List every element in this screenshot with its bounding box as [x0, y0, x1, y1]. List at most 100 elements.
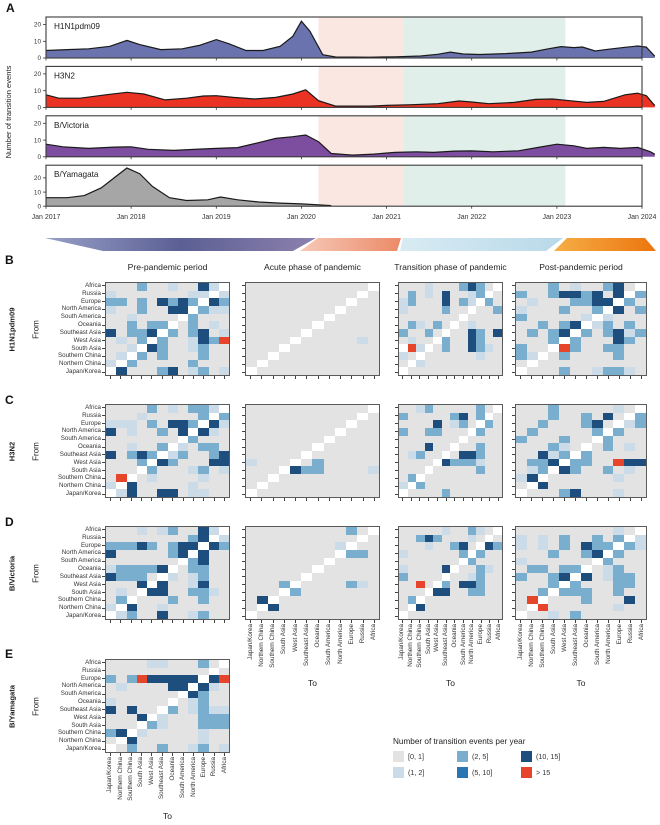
heatmap-cell	[208, 527, 219, 535]
heatmap-cell	[208, 298, 219, 306]
heatmap-cell	[493, 313, 502, 322]
heatmap-cell	[537, 405, 549, 413]
heatmap-cell	[334, 321, 346, 329]
heatmap-cell	[257, 336, 269, 345]
heatmap-cell	[602, 367, 614, 375]
panel-letter-B: B	[5, 253, 14, 267]
heatmap-cell	[198, 359, 209, 368]
heatmap-cell	[526, 572, 538, 581]
heatmap-cell	[467, 298, 477, 306]
heatmap-cell	[279, 557, 291, 566]
heatmap-cell	[345, 527, 357, 535]
heatmap-cell	[136, 705, 147, 714]
heatmap-cell	[591, 359, 603, 368]
heatmap-cell	[613, 565, 625, 573]
heatmap-cell	[367, 611, 379, 619]
heatmap-cell	[399, 549, 408, 558]
heatmap-cell	[580, 572, 592, 581]
heatmap-cell	[516, 595, 527, 604]
heatmap-cell	[433, 549, 442, 558]
heatmap-cell	[198, 405, 209, 413]
heatmap-cell	[416, 527, 425, 535]
heatmap-cell	[177, 473, 188, 482]
heatmap-cell	[198, 603, 209, 612]
heatmap-cell	[484, 588, 494, 596]
heatmap-cell	[312, 572, 324, 581]
subplot-border	[45, 115, 643, 158]
heatmap-cell	[147, 534, 158, 543]
heatmap-cell	[218, 698, 229, 706]
heatmap-cell	[323, 603, 335, 612]
heatmap-cell	[301, 580, 313, 589]
x-ticks-B-1	[245, 376, 380, 379]
heatmap-cell	[257, 565, 269, 573]
heatmap-cell	[367, 466, 379, 474]
heatmap-cell	[198, 580, 209, 589]
col-label: South Asia	[137, 757, 145, 788]
heatmap-cell	[407, 443, 417, 451]
heatmap-cell	[459, 443, 468, 451]
heatmap-cell	[516, 305, 527, 314]
heatmap-cell	[268, 328, 280, 337]
heatmap-cell	[198, 344, 209, 352]
heatmap-cell	[399, 611, 408, 619]
heatmap-cell	[106, 728, 117, 737]
heatmap-cell	[591, 481, 603, 490]
heatmap-cell	[635, 435, 646, 444]
heatmap-cell	[323, 611, 335, 619]
heatmap-cell	[450, 420, 460, 428]
heatmap-cell	[218, 713, 229, 722]
heatmap-cell	[516, 290, 527, 299]
heatmap-cell	[526, 527, 538, 535]
heatmap-cell	[208, 466, 219, 474]
heatmap-cell	[147, 595, 158, 604]
heatmap-cell	[198, 328, 209, 337]
heatmap-cell	[356, 321, 368, 329]
heatmap-cell	[177, 427, 188, 436]
heatmap-cell	[147, 744, 158, 752]
heatmap-cell	[526, 435, 538, 444]
heatmap-cell	[516, 298, 527, 306]
row-label: Northern China	[59, 604, 101, 612]
strain-label-0: H1N1pdm09	[54, 22, 100, 31]
heatmap-cell	[279, 481, 291, 490]
heatmap-cell	[399, 435, 408, 444]
heatmap-cell	[580, 313, 592, 322]
heatmap-cell	[602, 473, 614, 482]
y-ticks-C-3	[511, 404, 515, 498]
heatmap-cell	[367, 542, 379, 550]
heatmap-cell	[441, 351, 451, 360]
heatmap-cell	[257, 473, 269, 482]
heatmap-cell	[246, 458, 258, 467]
heatmap-cell	[441, 527, 451, 535]
heatmap-cell	[345, 481, 357, 490]
heatmap-cell	[106, 698, 117, 706]
heatmap-cell	[559, 321, 571, 329]
heatmap-cell	[188, 698, 199, 706]
heatmap-cell	[356, 473, 368, 482]
heatmap-cell	[526, 473, 538, 482]
heatmap-cell	[516, 344, 527, 352]
heatmap-cell	[257, 290, 269, 299]
heatmap-cell	[516, 450, 527, 459]
col-label: North America	[468, 624, 476, 664]
heatmap-cell	[334, 588, 346, 596]
heatmap-cell	[591, 450, 603, 459]
heatmap-cell	[459, 283, 468, 291]
heatmap-cell	[356, 603, 368, 612]
heatmap-cell	[198, 481, 209, 490]
heatmap-cell	[323, 595, 335, 604]
heatmap-cell	[433, 458, 442, 467]
heatmap-cell	[441, 565, 451, 573]
heatmap-cell	[188, 690, 199, 699]
heatmap-cell	[424, 313, 434, 322]
heatmap-cell	[441, 489, 451, 497]
heatmap-cell	[147, 344, 158, 352]
heatmap-cell	[450, 443, 460, 451]
heatmap-cell	[188, 603, 199, 612]
heatmap-cell	[493, 473, 502, 482]
heatmap-cell	[613, 595, 625, 604]
heatmap-cell	[157, 489, 168, 497]
heatmap-cell	[476, 603, 485, 612]
heatmap-cell	[301, 572, 313, 581]
